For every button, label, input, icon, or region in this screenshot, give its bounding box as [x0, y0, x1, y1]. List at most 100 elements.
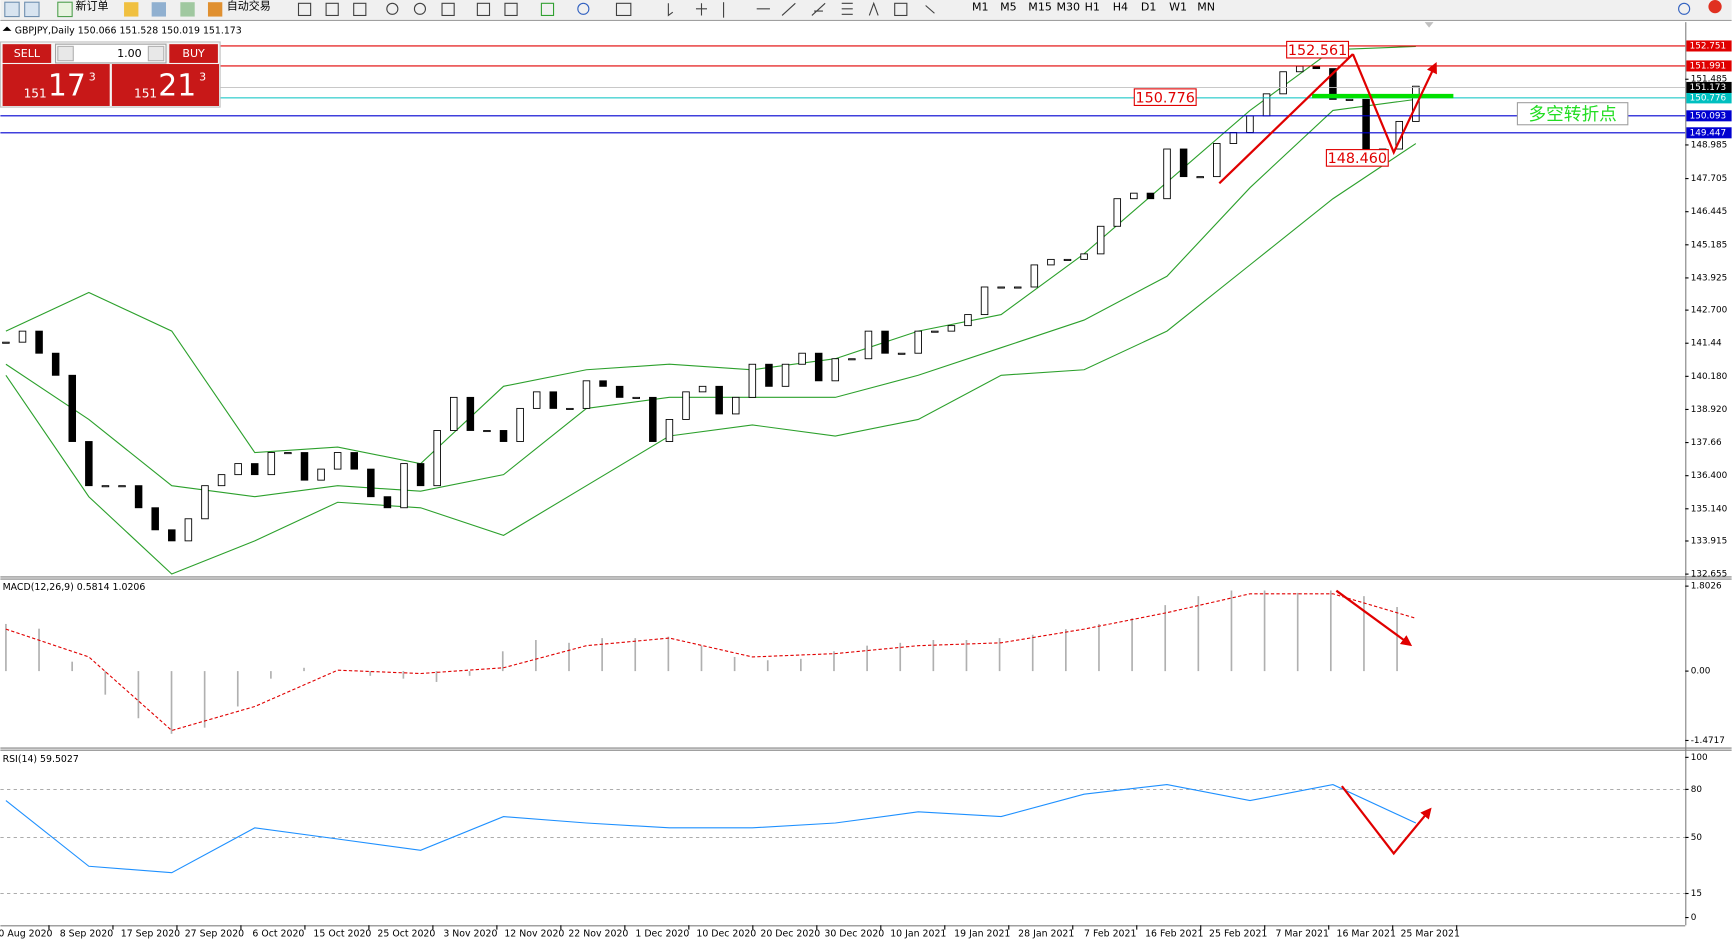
candle	[831, 358, 840, 382]
candle	[466, 396, 475, 431]
candle	[433, 430, 441, 487]
buy-button[interactable]	[169, 44, 218, 63]
candle	[18, 330, 27, 343]
new-order-button[interactable]: 新订单	[75, 0, 108, 13]
icon[interactable]	[151, 2, 167, 17]
timeframe-button[interactable]: M15	[1028, 1, 1052, 14]
crosshair[interactable]	[695, 3, 708, 16]
y-tick-label: 138.920	[1691, 405, 1728, 415]
candle	[864, 330, 873, 360]
y-tick-label: 143.925	[1691, 273, 1728, 283]
y-tick-label: 132.655	[1691, 570, 1728, 580]
candle	[1146, 192, 1155, 200]
icon[interactable]	[24, 1, 40, 18]
y-tick-label: 50	[1691, 833, 1703, 843]
macd-chart: 1.8026 0.00 -1.4717	[5, 582, 1725, 746]
icon[interactable]	[124, 2, 139, 17]
candle	[499, 430, 508, 442]
x-tick-label: 30 Aug 2020	[0, 929, 53, 940]
x-tick-label: 25 Oct 2020	[377, 929, 435, 940]
y-tick-label: 133.915	[1691, 536, 1728, 546]
fibo[interactable]	[841, 2, 853, 15]
templates[interactable]	[615, 2, 632, 17]
lots-down[interactable]	[57, 45, 74, 62]
candle	[914, 330, 922, 354]
timeframe-button[interactable]: MN	[1197, 1, 1215, 14]
timeframes: M1 M5 M15 M30 H1 H4 D1 W1 MN	[972, 1, 1215, 14]
main-chart: 152.751 151.991 150.776 150.093 149.447 151.1…	[0, 40, 1732, 580]
icon[interactable]	[325, 2, 339, 17]
price-level-label: 150.093	[1690, 111, 1727, 121]
timeframe-button[interactable]: D1	[1141, 1, 1157, 14]
timeframe-button[interactable]: H4	[1113, 1, 1128, 14]
periods[interactable]	[577, 2, 590, 15]
current-price-label: 151.173	[1690, 83, 1727, 93]
x-tick-label: 27 Sep 2020	[185, 929, 244, 940]
zoom-in[interactable]	[386, 2, 399, 15]
new-order-icon[interactable]	[57, 1, 73, 18]
toolbar-bg	[0, 0, 1732, 20]
lots-value[interactable]: 1.00	[117, 47, 142, 60]
buy-label[interactable]: BUY	[182, 47, 205, 60]
cursor[interactable]	[667, 3, 674, 17]
y-tick-label: 80	[1691, 785, 1703, 795]
candle	[964, 314, 972, 327]
candle	[748, 363, 757, 398]
price-level-label: 151.991	[1690, 61, 1727, 71]
timeframe-button[interactable]: M5	[1000, 1, 1017, 14]
annotation: 148.460	[1328, 151, 1387, 167]
arrows-tool[interactable]	[925, 5, 935, 14]
icon[interactable]	[504, 2, 518, 17]
search[interactable]	[1678, 2, 1691, 15]
timeframe-button[interactable]: M30	[1056, 1, 1080, 14]
sell-label[interactable]: SELL	[14, 47, 41, 60]
trend-line[interactable]	[781, 2, 796, 16]
rsi-line	[5, 783, 1417, 874]
candle	[85, 441, 93, 487]
y-tick-label: 137.66	[1691, 438, 1722, 448]
bid-box[interactable]	[2, 64, 110, 106]
annotation: 152.561	[1288, 43, 1347, 59]
candle	[1295, 65, 1304, 73]
y-tick-label: 1.8026	[1691, 582, 1722, 592]
icon[interactable]	[353, 2, 367, 17]
zoom-out[interactable]	[413, 2, 427, 15]
y-tick-label: 100	[1691, 753, 1708, 763]
candle	[516, 407, 524, 442]
icon[interactable]	[4, 1, 20, 18]
arrow	[1351, 53, 1437, 156]
candle	[51, 352, 60, 376]
candle	[732, 396, 740, 415]
icon[interactable]	[180, 2, 195, 17]
auto-trading-icon[interactable]	[207, 2, 223, 17]
rsi-chart: 100 80 50 15 0	[0, 753, 1708, 923]
ask-box[interactable]	[111, 64, 220, 106]
notification[interactable]	[1708, 0, 1722, 14]
sell-button[interactable]	[2, 44, 52, 63]
candle	[1179, 148, 1188, 178]
label-tool[interactable]	[894, 2, 908, 17]
bollinger-band	[5, 143, 1417, 575]
rsi-title: RSI(14) 59.5027	[3, 754, 79, 765]
timeframe-button[interactable]: W1	[1169, 1, 1187, 14]
candle	[201, 485, 209, 520]
icon[interactable]	[476, 2, 491, 17]
lots-field[interactable]	[55, 43, 167, 64]
auto-trading-button[interactable]: 自动交易	[227, 0, 271, 13]
timeframe-button[interactable]: M1	[972, 1, 989, 14]
icon[interactable]	[441, 2, 455, 17]
candle	[765, 363, 773, 387]
timeframe-button[interactable]: H1	[1085, 1, 1100, 14]
candle	[1246, 115, 1254, 133]
lots-up[interactable]	[147, 45, 165, 62]
channel[interactable]	[811, 2, 826, 16]
indicators[interactable]	[540, 2, 555, 17]
x-tick-label: 10 Jan 2021	[890, 929, 946, 940]
candle	[184, 518, 193, 542]
x-tick-label: 30 Dec 2020	[824, 929, 884, 940]
icon[interactable]	[297, 2, 312, 17]
collapse-arrow[interactable]	[2, 26, 12, 31]
text-tool[interactable]	[868, 1, 879, 16]
annotation: 多空转折点	[1528, 104, 1616, 125]
